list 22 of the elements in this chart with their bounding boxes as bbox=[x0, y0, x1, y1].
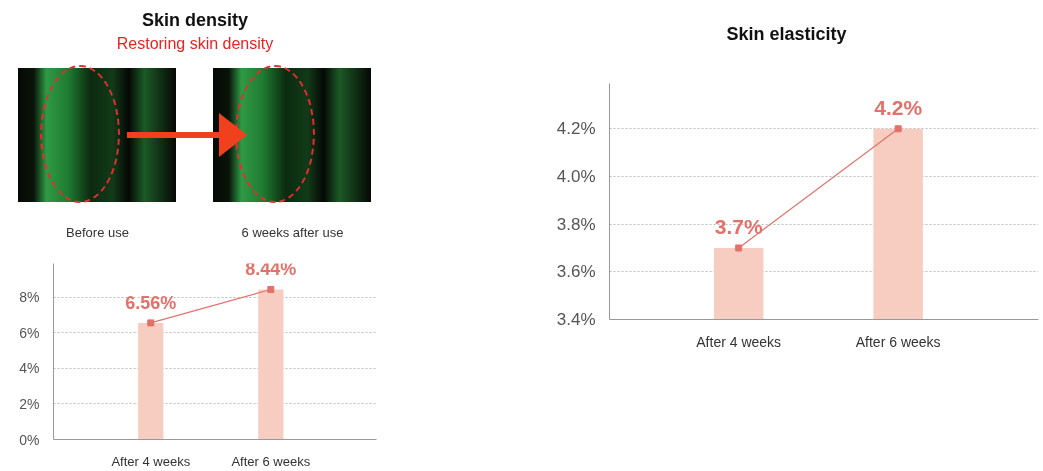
x-tick-label: After 4 weeks bbox=[111, 453, 191, 469]
data-label: 4.2% bbox=[874, 95, 923, 119]
text: 6 weeks after use bbox=[240, 224, 345, 242]
chart-subtitle: Restoring skin density bbox=[115, 34, 275, 54]
chart-title: Skin elasticity bbox=[725, 23, 848, 46]
y-tick-label: 6% bbox=[19, 324, 40, 341]
y-tick-label: 3.6% bbox=[556, 262, 596, 282]
x-tick-label: After 6 weeks bbox=[231, 453, 311, 469]
y-tick-label: 4.2% bbox=[556, 119, 596, 139]
y-tick-label: 2% bbox=[19, 395, 40, 412]
x-tick-label: After 6 weeks bbox=[855, 333, 941, 350]
y-tick-label: 4.0% bbox=[556, 166, 596, 186]
y-tick-label: 8% bbox=[19, 289, 40, 306]
y-tick-label: 0% bbox=[19, 431, 40, 448]
data-label: 3.7% bbox=[714, 214, 763, 238]
y-tick-label: 3.8% bbox=[556, 214, 596, 234]
x-tick-label: After 4 weeks bbox=[696, 333, 782, 350]
chart-title: Skin density bbox=[141, 9, 249, 32]
y-tick-label: 3.4% bbox=[556, 310, 596, 329]
text: Before use bbox=[65, 224, 130, 242]
y-tick-label: 4% bbox=[19, 360, 40, 377]
data-label: 6.56% bbox=[125, 292, 177, 313]
